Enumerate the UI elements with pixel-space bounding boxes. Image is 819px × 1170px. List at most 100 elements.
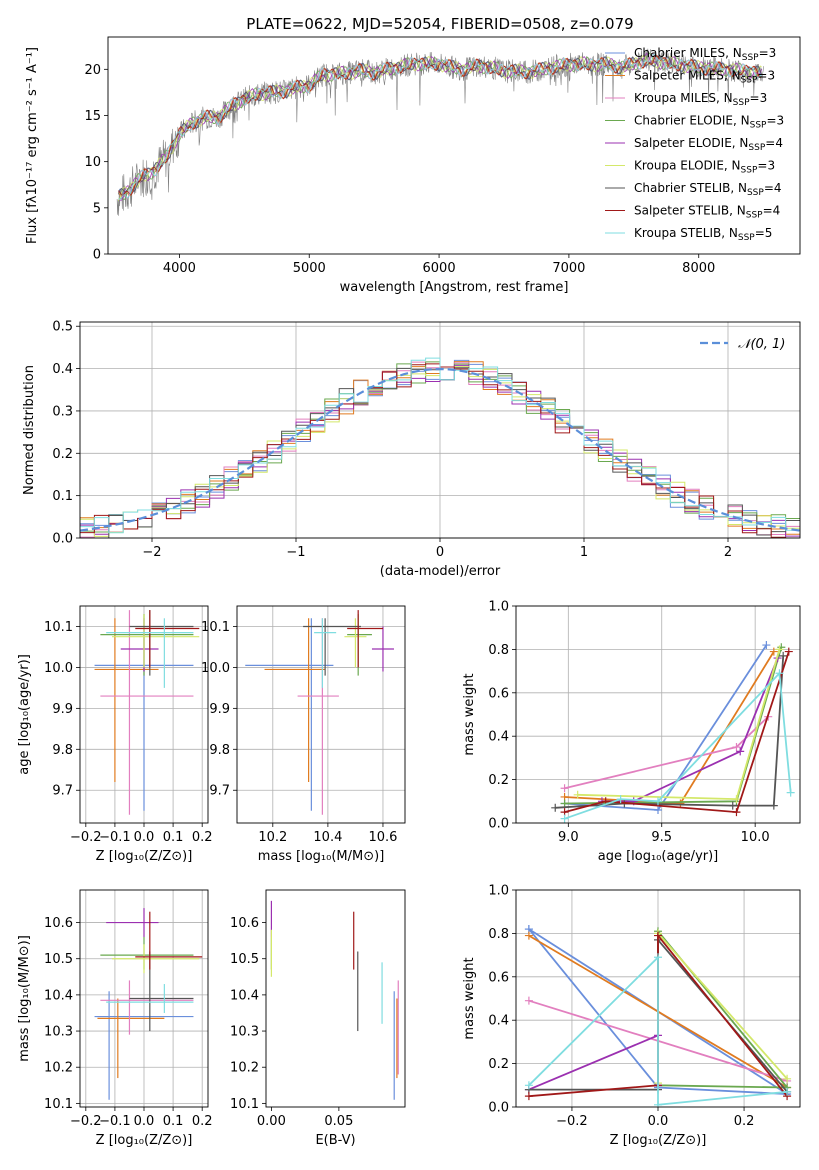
error-bars — [270, 900, 399, 1100]
model-spectrum — [118, 54, 763, 201]
y-tick-label: 9.9 — [52, 702, 73, 717]
weight-marker — [732, 795, 741, 804]
x-tick-label: 0.2 — [192, 1114, 213, 1129]
weight-marker — [654, 953, 662, 962]
y-tick-label: 0.6 — [488, 970, 509, 985]
residual-steps — [80, 357, 800, 538]
weight-marker — [654, 1100, 662, 1107]
age-vs-Z-panel: −0.2−0.1 0.0 0.1 0.2 9.7 9.8 9.9 10.0 10.1 Z [log… — [17, 605, 213, 864]
weight-marker — [524, 931, 533, 940]
y-tick-label: 0.6 — [488, 686, 509, 701]
y-tick-label: 10.3 — [44, 1025, 73, 1040]
y-tick-label: 10.6 — [44, 916, 73, 931]
legend-entry: Kroupa STELIB, NSSP=5 — [634, 226, 772, 243]
data-point — [245, 618, 334, 811]
x-tick-label: −0.2 — [556, 1114, 588, 1129]
legend-count: =3 — [759, 46, 777, 60]
weight-marker — [654, 931, 662, 940]
legend-subscript: SSP — [741, 76, 758, 86]
data-point — [97, 998, 165, 1079]
residuals-panel: −2 −1 0 1 2 0.0 0.1 0.2 0.3 0.4 0.5 (data-model)/er… — [22, 320, 801, 579]
y-tick-label: 9.7 — [209, 784, 230, 799]
data-point — [371, 626, 394, 672]
y-tick-label: 0.0 — [52, 532, 73, 547]
y-tick-label: 10 — [84, 155, 101, 170]
x-tick-label: 7000 — [552, 261, 585, 276]
data-point — [344, 618, 367, 668]
legend-count: =4 — [765, 136, 783, 150]
y-axis-label: mass weight — [462, 957, 477, 1039]
x-tick-label: 0.00 — [257, 1114, 286, 1129]
legend-entry: Kroupa ELODIE, NSSP=3 — [634, 159, 775, 176]
legend-entry: Chabrier STELIB, NSSP=4 — [634, 181, 782, 198]
y-tick-label: 10.0 — [44, 661, 73, 676]
data-point — [94, 991, 194, 1100]
y-tick-label: 10.6 — [230, 916, 259, 931]
weight-marker — [732, 743, 741, 752]
y-tick-label: 10.1 — [230, 1097, 259, 1112]
legend-count: =5 — [755, 226, 773, 240]
y-tick-label: 0.2 — [488, 773, 509, 788]
legend-entry: Chabrier ELODIE, NSSP=3 — [634, 114, 784, 131]
x-tick-label: 10.2 — [258, 830, 287, 845]
x-axis-label: Z [log₁₀(Z/Z⊙)] — [610, 1133, 707, 1148]
weight-marker — [524, 996, 533, 1005]
legend-entry: Chabrier MILES, NSSP=3 — [634, 46, 776, 63]
y-tick-label: 10.1 — [44, 1097, 73, 1112]
axes-frame — [515, 889, 801, 1108]
data-point — [347, 614, 372, 676]
x-tick-label: 10.0 — [741, 830, 770, 845]
axes-frame — [79, 321, 801, 539]
legend-count: =4 — [763, 204, 781, 218]
x-axis-label: Z [log₁₀(Z/Z⊙)] — [96, 1133, 193, 1148]
x-tick-label: 0.0 — [648, 1114, 669, 1129]
x-tick-label: 2 — [724, 545, 732, 560]
error-bars — [94, 908, 203, 1100]
x-tick-label: 9.5 — [651, 830, 672, 845]
x-tick-label: 0.2 — [734, 1114, 755, 1129]
data-point — [135, 911, 203, 970]
x-tick-label: −2 — [142, 545, 161, 560]
x-tick-label: −0.2 — [70, 830, 102, 845]
y-tick-label: 0.8 — [488, 927, 509, 942]
y-tick-label: 20 — [84, 63, 101, 78]
weight-marker — [775, 669, 784, 678]
y-axis-label: mass [log₁₀(M/M⊙)] — [17, 935, 32, 1062]
axes-frame — [265, 889, 406, 1108]
legend-entry: Kroupa MILES, NSSP=3 — [634, 91, 767, 108]
weight-marker — [736, 747, 745, 756]
weight-marker — [551, 803, 560, 812]
x-tick-label: 0.1 — [163, 1114, 184, 1129]
data-point — [112, 614, 200, 668]
y-tick-label: 0.0 — [488, 817, 509, 832]
y-axis-label: Normed distribution — [22, 365, 37, 495]
legend-count: =4 — [764, 181, 782, 195]
legend-count: =3 — [757, 69, 775, 83]
x-tick-label: 0 — [436, 545, 444, 560]
x-tick-label: −0.1 — [99, 1114, 131, 1129]
weight-marker — [616, 795, 625, 804]
y-tick-label: 0.8 — [488, 643, 509, 658]
x-tick-label: 1 — [580, 545, 588, 560]
data-point — [94, 618, 159, 783]
y-tick-label: 10.4 — [44, 988, 73, 1003]
data-point — [314, 618, 337, 688]
weight-series — [601, 657, 779, 803]
axes-frame — [515, 605, 801, 824]
legend-subscript: SSP — [742, 53, 759, 63]
x-tick-label: 0.0 — [134, 830, 155, 845]
y-tick-label: 0 — [93, 248, 101, 263]
weight-marker — [784, 647, 793, 656]
weight-marker — [560, 799, 569, 808]
y-axis-label: age [log₁₀(age/yr)] — [17, 654, 32, 775]
weight-lines — [524, 925, 792, 1107]
data-point — [129, 951, 194, 1032]
weight-marker — [560, 784, 569, 793]
y-tick-label: 10.2 — [44, 1061, 73, 1076]
weight-marker — [654, 805, 662, 814]
y-tick-label: 0.4 — [488, 730, 509, 745]
x-tick-label: 10.6 — [368, 830, 397, 845]
mass-vs-Z-panel: −0.2−0.1 0.0 0.1 0.2 10.1 10.2 10.3 10.4 10.5 10.… — [17, 889, 213, 1148]
x-axis-label: E(B-V) — [315, 1133, 355, 1148]
